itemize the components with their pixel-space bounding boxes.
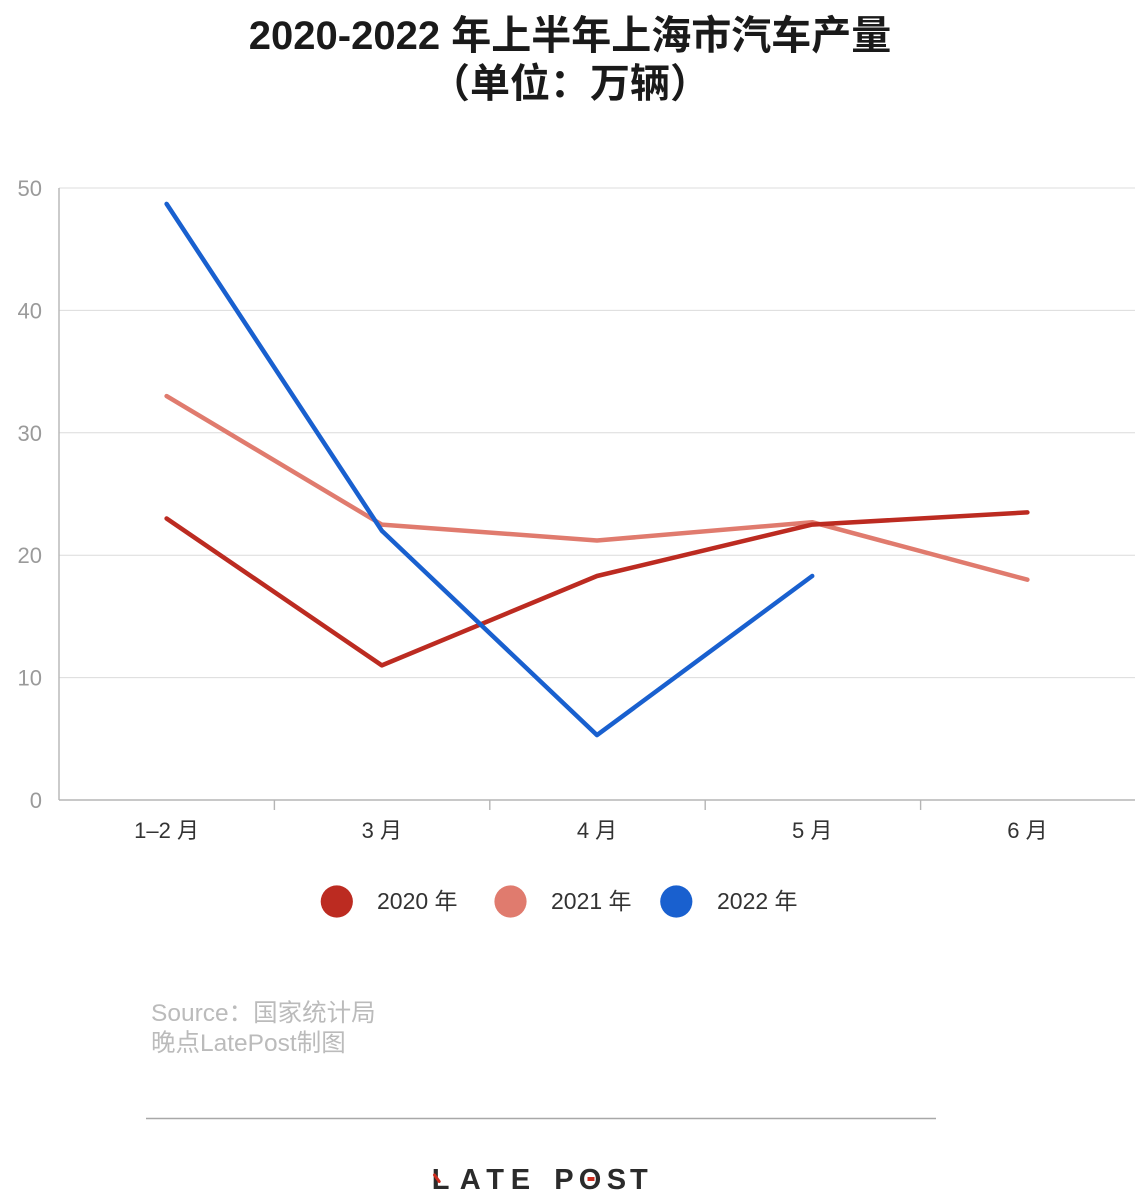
svg-text:L: L [432, 1164, 450, 1196]
svg-text:10: 10 [18, 666, 42, 691]
svg-text:2020 年: 2020 年 [377, 888, 458, 914]
svg-text:3 月: 3 月 [362, 818, 402, 843]
svg-text:2022 年: 2022 年 [717, 888, 798, 914]
svg-text:40: 40 [18, 298, 42, 323]
svg-text:2021 年: 2021 年 [551, 888, 632, 914]
svg-text:0: 0 [30, 788, 42, 813]
svg-text:5 月: 5 月 [792, 818, 832, 843]
svg-text:30: 30 [18, 421, 42, 446]
svg-text:E: E [511, 1164, 530, 1196]
svg-text:6 月: 6 月 [1007, 818, 1047, 843]
svg-text:晚点LatePost制图: 晚点LatePost制图 [151, 1029, 346, 1057]
svg-text:T: T [630, 1164, 648, 1196]
svg-text:Source：国家统计局: Source：国家统计局 [151, 999, 376, 1027]
svg-text:1–2 月: 1–2 月 [134, 818, 199, 843]
svg-text:P: P [554, 1164, 573, 1196]
svg-text:T: T [486, 1164, 504, 1196]
svg-text:S: S [607, 1164, 626, 1196]
svg-text:50: 50 [18, 176, 42, 201]
svg-text:A: A [460, 1164, 481, 1196]
svg-text:4 月: 4 月 [577, 818, 617, 843]
svg-text:20: 20 [18, 543, 42, 568]
